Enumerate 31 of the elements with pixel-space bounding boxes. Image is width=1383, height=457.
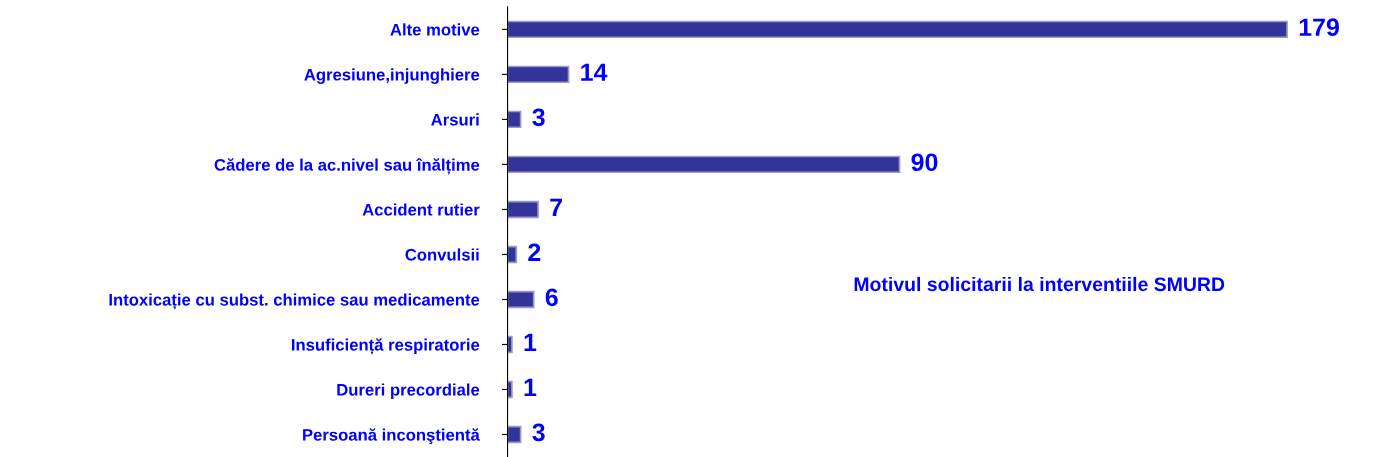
bar — [507, 20, 1288, 39]
bar — [507, 200, 539, 219]
y-tick-label: Insuficiență respiratorie — [291, 338, 480, 355]
y-tick-label: Intoxicație cu subst. chimice sau medicamente — [109, 293, 480, 310]
y-tick-label: Alte motive — [390, 23, 480, 36]
bar — [507, 155, 901, 174]
data-label: 6 — [545, 288, 558, 307]
y-tick-label: Agresiune,injunghiere — [304, 68, 480, 84]
data-label: 2 — [528, 243, 541, 261]
bar — [507, 425, 522, 444]
data-label: 90 — [911, 153, 938, 172]
y-tick-label: Arsuri — [431, 113, 479, 126]
data-label: 3 — [532, 108, 545, 127]
data-label: 7 — [550, 198, 562, 216]
bar — [507, 65, 570, 84]
data-label: 179 — [1299, 18, 1339, 37]
bar — [507, 110, 522, 129]
y-tick-label: Cădere de la ac.nivel sau înălțime — [214, 158, 480, 175]
bar — [507, 380, 513, 399]
text: Motivul solicitarii la interventiile SMURD — [854, 276, 1225, 292]
bar — [507, 245, 518, 264]
bar — [507, 335, 513, 354]
y-tick-label: Accident rutier — [362, 203, 480, 216]
data-label: 14 — [581, 63, 608, 81]
data-label: 1 — [524, 333, 537, 351]
y-tick-label: Persoană inconştientă — [303, 428, 480, 445]
data-label: 3 — [532, 423, 545, 442]
bar — [507, 290, 535, 309]
y-tick-label: Dureri precordiale — [337, 383, 480, 399]
data-label: 1 — [524, 378, 537, 396]
y-tick-label: Convulsii — [405, 248, 479, 261]
